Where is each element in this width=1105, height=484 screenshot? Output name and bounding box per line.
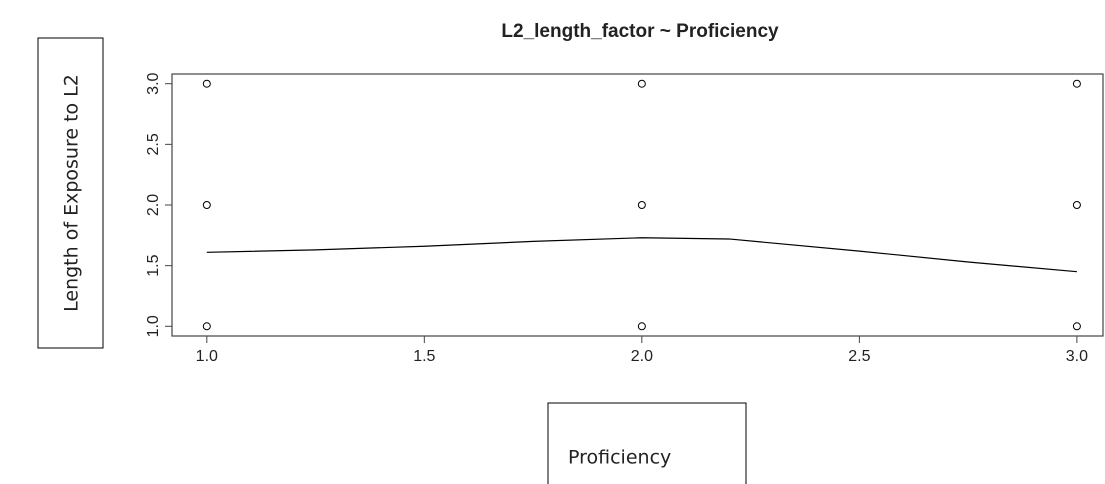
point [202,322,211,331]
point [1072,201,1081,209]
x-label-box [547,402,747,484]
point [637,79,646,88]
x-axis-label: Proficiency [568,447,671,469]
x-tick-label: 2.5 [848,348,870,365]
smooth-line [206,237,1077,273]
y-label-box [37,37,104,349]
point [202,201,211,209]
y-tick-label: 2.0 [145,194,162,216]
point [1072,79,1081,88]
y-tick-label: 1.0 [145,315,162,337]
y-tick-label: 3.0 [145,72,162,94]
chart-title: L2_length_factor ~ Proficiency [501,21,779,42]
x-tick-label: 1.0 [196,348,218,365]
x-tick-label: 1.5 [413,348,435,365]
y-tick-label: 1.5 [145,254,162,276]
y-axis-label: Length of Exposure to L2 [61,74,83,312]
point [1072,322,1081,331]
y-tick-label: 2.5 [145,133,162,155]
plot-frame [171,73,1104,337]
x-tick-label: 3.0 [1066,348,1088,365]
point [637,201,646,209]
point [637,322,646,331]
x-tick-label: 2.0 [631,348,653,365]
point [202,79,211,88]
